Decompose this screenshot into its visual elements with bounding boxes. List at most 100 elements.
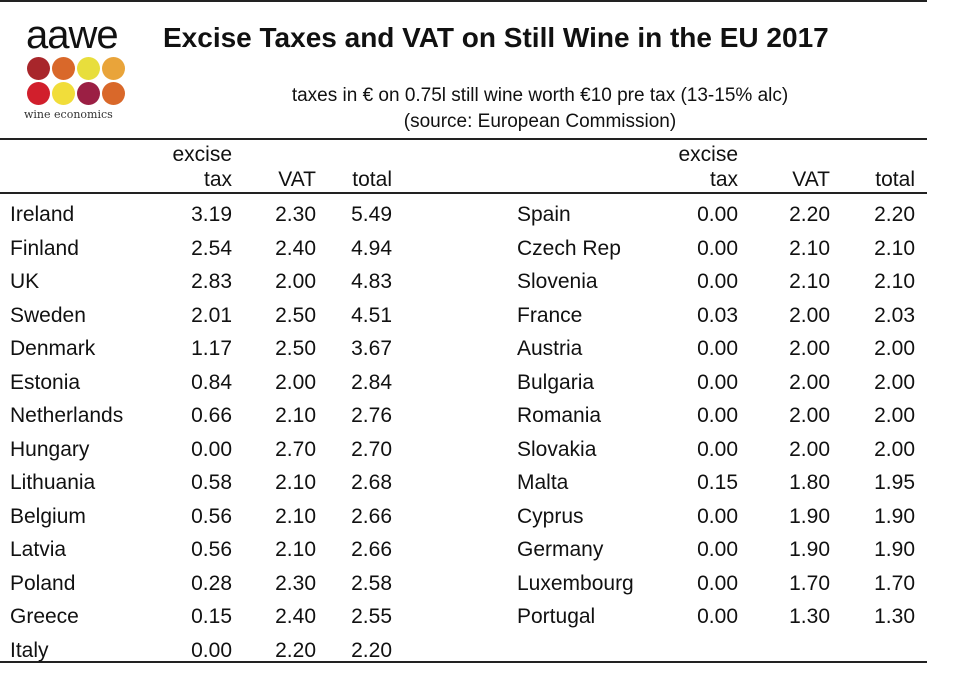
excise-value: 0.00 bbox=[697, 571, 738, 595]
total-value: 4.51 bbox=[351, 303, 392, 327]
header-vat: VAT bbox=[792, 168, 830, 191]
total-value: 2.20 bbox=[351, 638, 392, 662]
country-name: Cyprus bbox=[517, 504, 584, 528]
vat-value: 2.20 bbox=[275, 638, 316, 662]
country-name: Sweden bbox=[10, 303, 86, 327]
vat-value: 2.10 bbox=[275, 504, 316, 528]
excise-value: 0.00 bbox=[191, 638, 232, 662]
vat-value: 1.80 bbox=[789, 471, 830, 494]
total-value: 2.00 bbox=[874, 370, 915, 394]
logo-dot bbox=[77, 82, 100, 105]
vat-value: 2.50 bbox=[275, 303, 316, 327]
excise-value: 0.00 bbox=[191, 437, 232, 461]
excise-value: 0.28 bbox=[191, 571, 232, 595]
country-name: Czech Rep bbox=[517, 236, 621, 260]
vat-value: 2.00 bbox=[275, 270, 316, 293]
excise-value: 0.00 bbox=[697, 605, 738, 628]
total-value: 1.95 bbox=[874, 471, 915, 494]
header-excise: excise bbox=[172, 143, 232, 166]
excise-value: 0.00 bbox=[697, 504, 738, 528]
vat-value: 1.70 bbox=[789, 571, 830, 595]
country-name: Finland bbox=[10, 236, 79, 260]
vat-value: 2.30 bbox=[275, 203, 316, 226]
header-excise-tax: tax bbox=[203, 168, 232, 191]
logo-dot bbox=[52, 82, 75, 105]
total-value: 2.66 bbox=[351, 538, 392, 561]
excise-value: 0.15 bbox=[697, 471, 738, 494]
excise-value: 2.01 bbox=[191, 303, 232, 327]
vat-value: 1.90 bbox=[789, 538, 830, 561]
vat-value: 2.10 bbox=[789, 270, 830, 293]
vat-value: 1.30 bbox=[789, 605, 830, 628]
total-value: 2.00 bbox=[874, 404, 915, 427]
excise-value: 0.00 bbox=[697, 270, 738, 293]
total-value: 2.00 bbox=[874, 437, 915, 461]
total-value: 5.49 bbox=[351, 203, 392, 226]
total-value: 2.55 bbox=[351, 605, 392, 628]
country-name: Estonia bbox=[10, 370, 81, 394]
vat-value: 2.00 bbox=[275, 370, 316, 394]
total-value: 4.94 bbox=[351, 236, 392, 260]
country-name: Hungary bbox=[10, 437, 90, 461]
total-value: 2.84 bbox=[351, 370, 392, 394]
total-value: 4.83 bbox=[351, 270, 392, 293]
country-name: Poland bbox=[10, 571, 76, 595]
vat-value: 2.10 bbox=[275, 471, 316, 494]
excise-value: 0.84 bbox=[191, 370, 232, 394]
vat-value: 1.90 bbox=[789, 504, 830, 528]
subtitle-line-1: taxes in € on 0.75l still wine worth €10… bbox=[291, 85, 789, 106]
excise-value: 2.54 bbox=[191, 236, 232, 260]
excise-value: 0.15 bbox=[191, 605, 232, 628]
total-value: 2.76 bbox=[351, 404, 392, 427]
country-name: Germany bbox=[517, 538, 604, 561]
excise-value: 0.58 bbox=[191, 471, 232, 494]
country-name: Latvia bbox=[10, 538, 67, 561]
logo-dot bbox=[52, 57, 75, 80]
table-bottom-rule bbox=[0, 661, 927, 663]
excise-value: 0.00 bbox=[697, 538, 738, 561]
total-value: 3.67 bbox=[351, 337, 392, 360]
excise-value: 0.00 bbox=[697, 370, 738, 394]
total-value: 2.00 bbox=[874, 337, 915, 360]
vat-value: 2.10 bbox=[275, 404, 316, 427]
vat-value: 2.00 bbox=[789, 404, 830, 427]
excise-value: 0.00 bbox=[697, 437, 738, 461]
header-top-rule bbox=[0, 138, 927, 140]
vat-value: 2.10 bbox=[789, 236, 830, 260]
header-bottom-rule bbox=[0, 192, 927, 194]
vat-value: 2.10 bbox=[275, 538, 316, 561]
aawe-logo: aawe wine economics bbox=[24, 13, 128, 121]
country-name: Belgium bbox=[10, 504, 86, 528]
excise-value: 2.83 bbox=[191, 270, 232, 293]
total-value: 2.68 bbox=[351, 471, 392, 494]
vat-value: 2.00 bbox=[789, 370, 830, 394]
vat-value: 2.40 bbox=[275, 236, 316, 260]
subtitle-line-2: (source: European Commission) bbox=[403, 111, 677, 132]
vat-value: 2.40 bbox=[275, 605, 316, 628]
vat-value: 2.70 bbox=[275, 437, 316, 461]
logo-word: aawe bbox=[26, 13, 119, 57]
header-total: total bbox=[875, 168, 915, 191]
country-name: Slovenia bbox=[517, 270, 598, 293]
excise-value: 0.00 bbox=[697, 337, 738, 360]
vat-value: 2.00 bbox=[789, 337, 830, 360]
excise-value: 0.56 bbox=[191, 504, 232, 528]
excise-value: 0.66 bbox=[191, 404, 232, 427]
country-name: Lithuania bbox=[10, 471, 96, 494]
header-vat: VAT bbox=[278, 168, 316, 191]
header-excise: excise bbox=[678, 143, 738, 166]
total-value: 1.90 bbox=[874, 504, 915, 528]
country-name: Greece bbox=[10, 605, 79, 628]
country-name: Ireland bbox=[10, 203, 75, 226]
excise-value: 0.03 bbox=[697, 303, 738, 327]
total-value: 2.03 bbox=[874, 303, 915, 327]
country-name: Spain bbox=[517, 203, 571, 226]
country-name: Austria bbox=[517, 337, 583, 360]
vat-value: 2.30 bbox=[275, 571, 316, 595]
total-value: 1.30 bbox=[874, 605, 915, 628]
vat-value: 2.20 bbox=[789, 203, 830, 226]
header-total: total bbox=[352, 168, 392, 191]
logo-dot bbox=[27, 82, 50, 105]
logo-dot bbox=[102, 82, 125, 105]
